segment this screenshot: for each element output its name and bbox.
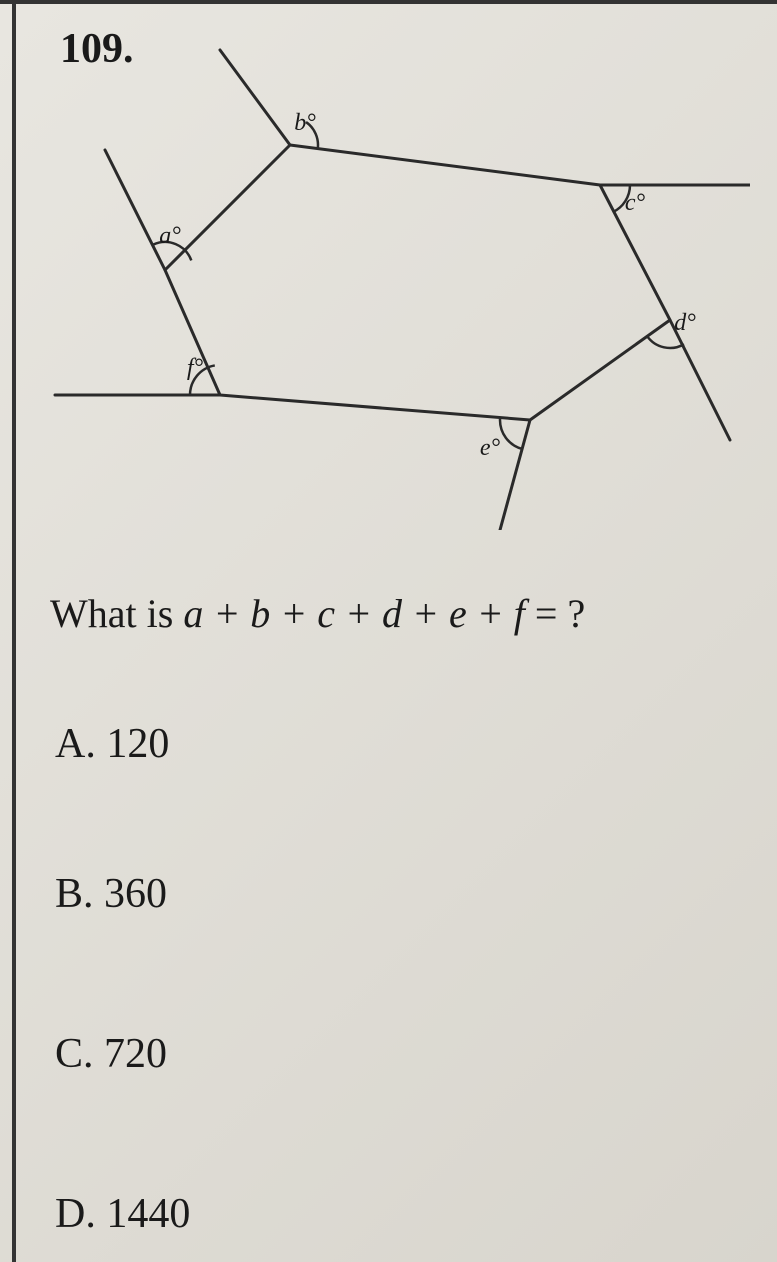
prompt-prefix: What is bbox=[50, 591, 183, 636]
svg-text:e°: e° bbox=[480, 435, 501, 461]
svg-text:a°: a° bbox=[159, 223, 181, 249]
choice-c-value: 720 bbox=[104, 1031, 167, 1077]
svg-text:c°: c° bbox=[625, 190, 646, 216]
choice-d-label: D. bbox=[55, 1191, 96, 1237]
choice-a-value: 120 bbox=[106, 721, 169, 767]
choice-c-label: C. bbox=[55, 1031, 94, 1077]
page-border-left bbox=[12, 0, 16, 1262]
choice-c: C. 720 bbox=[55, 1030, 167, 1078]
choice-d-value: 1440 bbox=[106, 1191, 190, 1237]
choice-b-label: B. bbox=[55, 871, 94, 917]
hexagon-diagram: b° c° d° e° f° a° bbox=[30, 30, 750, 530]
svg-text:b°: b° bbox=[294, 110, 316, 136]
choice-a: A. 120 bbox=[55, 720, 169, 768]
choice-b-value: 360 bbox=[104, 871, 167, 917]
question-prompt: What is a + b + c + d + e + f = ? bbox=[50, 590, 585, 637]
expression: a + b + c + d + e + f bbox=[183, 591, 525, 636]
choice-b: B. 360 bbox=[55, 870, 167, 918]
page-border-top bbox=[0, 0, 777, 4]
choice-a-label: A. bbox=[55, 721, 96, 767]
prompt-suffix: = ? bbox=[525, 591, 585, 636]
svg-text:d°: d° bbox=[674, 310, 696, 336]
svg-text:f°: f° bbox=[187, 355, 204, 381]
choice-d: D. 1440 bbox=[55, 1190, 190, 1238]
